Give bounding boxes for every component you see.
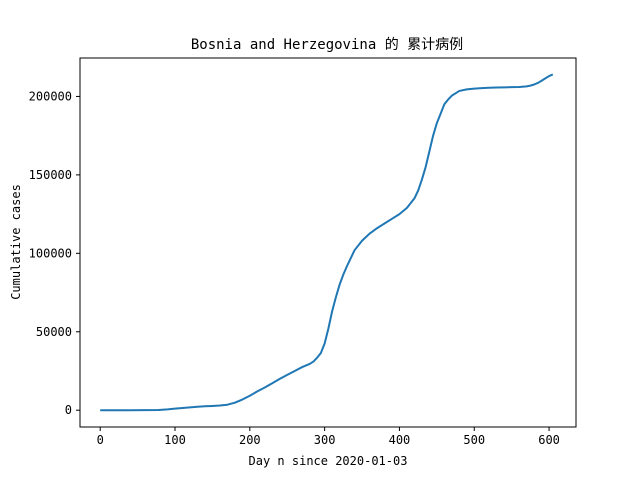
x-tick-label: 100: [164, 433, 186, 447]
y-axis-ticks: 0 50000 100000 150000 200000: [29, 89, 80, 417]
x-tick-label: 300: [314, 433, 336, 447]
y-tick-label: 150000: [29, 168, 72, 182]
x-axis-ticks: 0 100 200 300 400 500 600: [97, 427, 560, 447]
y-tick-label: 200000: [29, 89, 72, 103]
x-tick-label: 400: [389, 433, 411, 447]
y-axis-label: Cumulative cases: [9, 184, 23, 300]
x-axis-label: Day n since 2020-01-03: [249, 454, 408, 468]
y-tick-label: 100000: [29, 246, 72, 260]
x-tick-label: 500: [463, 433, 485, 447]
x-tick-label: 200: [239, 433, 261, 447]
x-tick-label: 600: [538, 433, 560, 447]
y-tick-label: 0: [65, 403, 72, 417]
x-tick-label: 0: [97, 433, 104, 447]
y-tick-label: 50000: [36, 325, 72, 339]
chart-title: Bosnia and Herzegovina 的 累计病例: [191, 37, 463, 53]
plot-area: [100, 73, 554, 412]
axes-frame: [79, 57, 577, 428]
series-line-0: [100, 73, 554, 412]
